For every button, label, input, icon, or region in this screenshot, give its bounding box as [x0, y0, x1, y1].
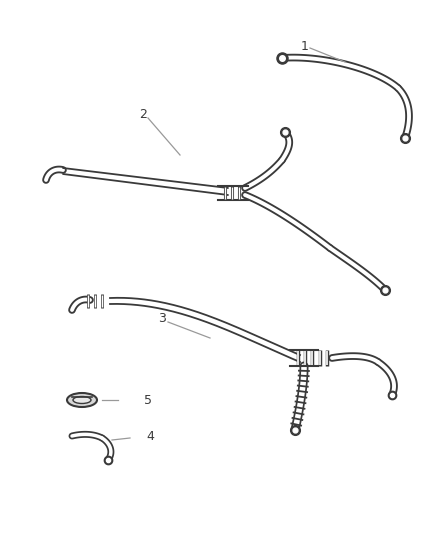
Text: 5: 5 [144, 393, 152, 407]
Text: 1: 1 [301, 39, 309, 52]
Text: 2: 2 [139, 109, 147, 122]
Ellipse shape [67, 393, 97, 407]
Ellipse shape [73, 397, 91, 403]
Text: 3: 3 [158, 311, 166, 325]
Text: 4: 4 [146, 431, 154, 443]
